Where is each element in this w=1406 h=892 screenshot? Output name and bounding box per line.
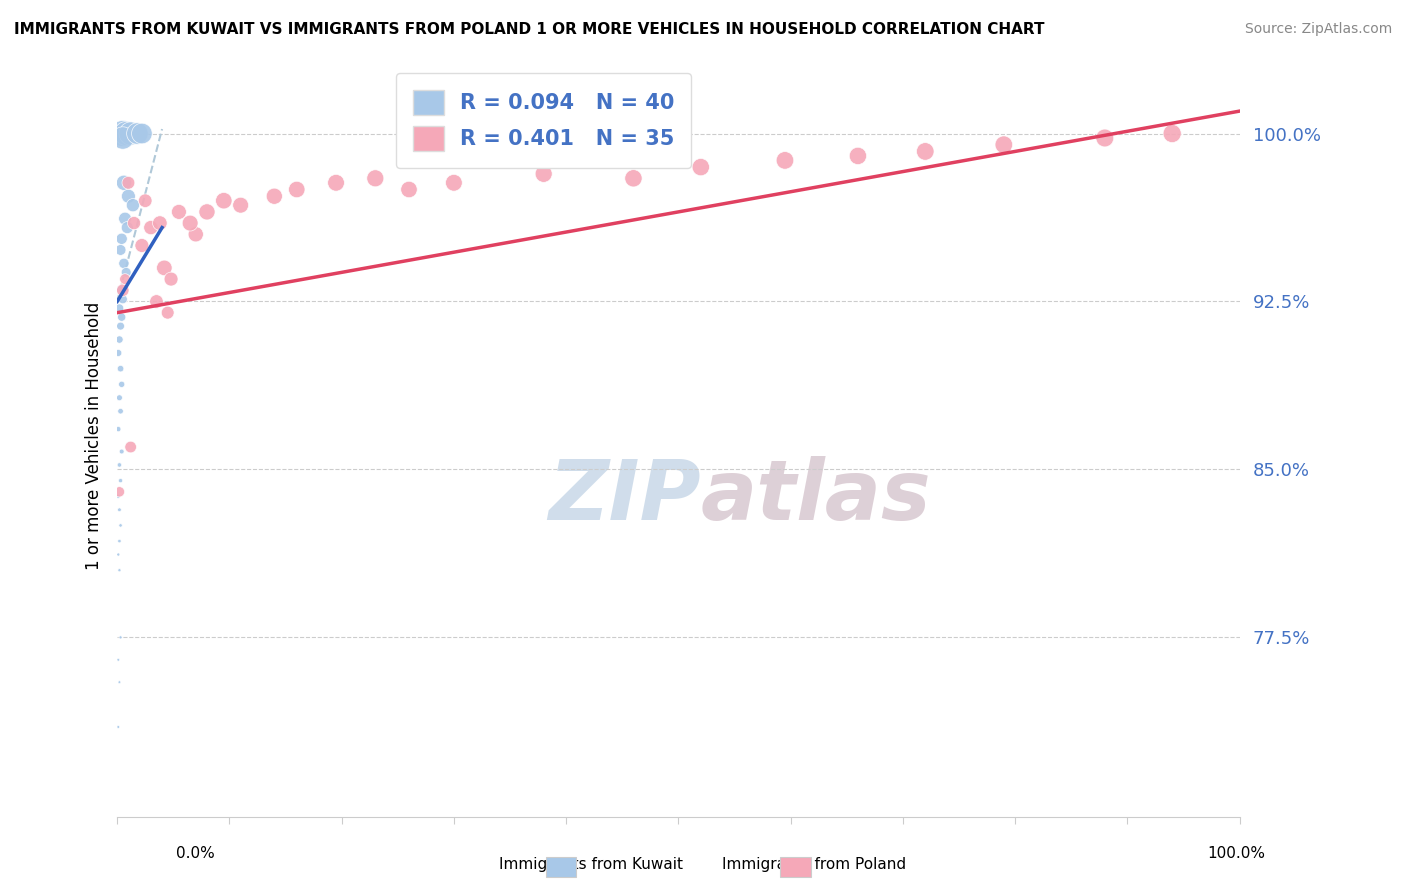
Point [134, 194, 156, 208]
Point [112, 256, 135, 270]
Point [120, 440, 142, 454]
Point [184, 227, 207, 242]
Point [131, 127, 153, 141]
Point [364, 171, 387, 186]
Text: ZIP: ZIP [548, 456, 700, 537]
Point [110, 404, 132, 418]
Point [149, 216, 172, 230]
Point [108, 502, 131, 516]
Point [117, 220, 139, 235]
Point [179, 216, 201, 230]
Point [110, 474, 132, 488]
Point [533, 167, 555, 181]
Point [117, 189, 139, 203]
Point [108, 534, 131, 549]
Point [107, 653, 129, 667]
Point [846, 149, 869, 163]
Point [120, 127, 142, 141]
Point [111, 377, 134, 392]
Point [108, 458, 131, 472]
Point [156, 306, 179, 320]
Point [108, 563, 131, 577]
Point [443, 176, 465, 190]
Point [111, 131, 134, 145]
Point [131, 238, 153, 252]
Point [263, 189, 285, 203]
Point [107, 548, 129, 562]
Point [145, 294, 167, 309]
Point [325, 176, 347, 190]
Point [993, 137, 1015, 152]
Text: IMMIGRANTS FROM KUWAIT VS IMMIGRANTS FROM POLAND 1 OR MORE VEHICLES IN HOUSEHOLD: IMMIGRANTS FROM KUWAIT VS IMMIGRANTS FRO… [14, 22, 1045, 37]
Text: atlas: atlas [700, 456, 931, 537]
Point [110, 518, 132, 533]
Point [139, 220, 162, 235]
Point [195, 205, 218, 219]
Point [115, 127, 138, 141]
Point [117, 176, 139, 190]
Point [108, 301, 131, 316]
Point [122, 216, 145, 230]
Text: Source: ZipAtlas.com: Source: ZipAtlas.com [1244, 22, 1392, 37]
Point [111, 127, 134, 141]
Point [623, 171, 645, 186]
Point [108, 333, 131, 347]
Point [1094, 131, 1116, 145]
Point [108, 484, 131, 499]
Point [111, 310, 134, 325]
Point [398, 182, 420, 196]
Point [107, 489, 129, 503]
Point [212, 194, 235, 208]
Point [111, 232, 134, 246]
Point [112, 176, 135, 190]
Point [110, 243, 132, 257]
Point [122, 198, 145, 212]
Point [285, 182, 308, 196]
Point [108, 675, 131, 690]
Text: Immigrants from Kuwait        Immigrants from Poland: Immigrants from Kuwait Immigrants from P… [499, 857, 907, 872]
Legend: R = 0.094   N = 40, R = 0.401   N = 35: R = 0.094 N = 40, R = 0.401 N = 35 [396, 73, 692, 168]
Point [1161, 127, 1184, 141]
Point [689, 160, 711, 174]
Point [229, 198, 252, 212]
Point [107, 422, 129, 436]
Point [110, 361, 132, 376]
Text: 0.0%: 0.0% [176, 846, 215, 861]
Point [114, 211, 136, 226]
Point [110, 283, 132, 297]
Point [110, 631, 132, 645]
Point [114, 272, 136, 286]
Point [108, 391, 131, 405]
Point [107, 720, 129, 734]
Point [115, 265, 138, 279]
Point [167, 205, 190, 219]
Y-axis label: 1 or more Vehicles in Household: 1 or more Vehicles in Household [86, 301, 103, 570]
Text: 100.0%: 100.0% [1208, 846, 1265, 861]
Point [111, 292, 134, 306]
Point [111, 444, 134, 458]
Point [773, 153, 796, 168]
Point [111, 283, 134, 297]
Point [153, 260, 176, 275]
Point [110, 319, 132, 334]
Point [160, 272, 183, 286]
Point [127, 127, 149, 141]
Point [107, 346, 129, 360]
Point [914, 145, 936, 159]
